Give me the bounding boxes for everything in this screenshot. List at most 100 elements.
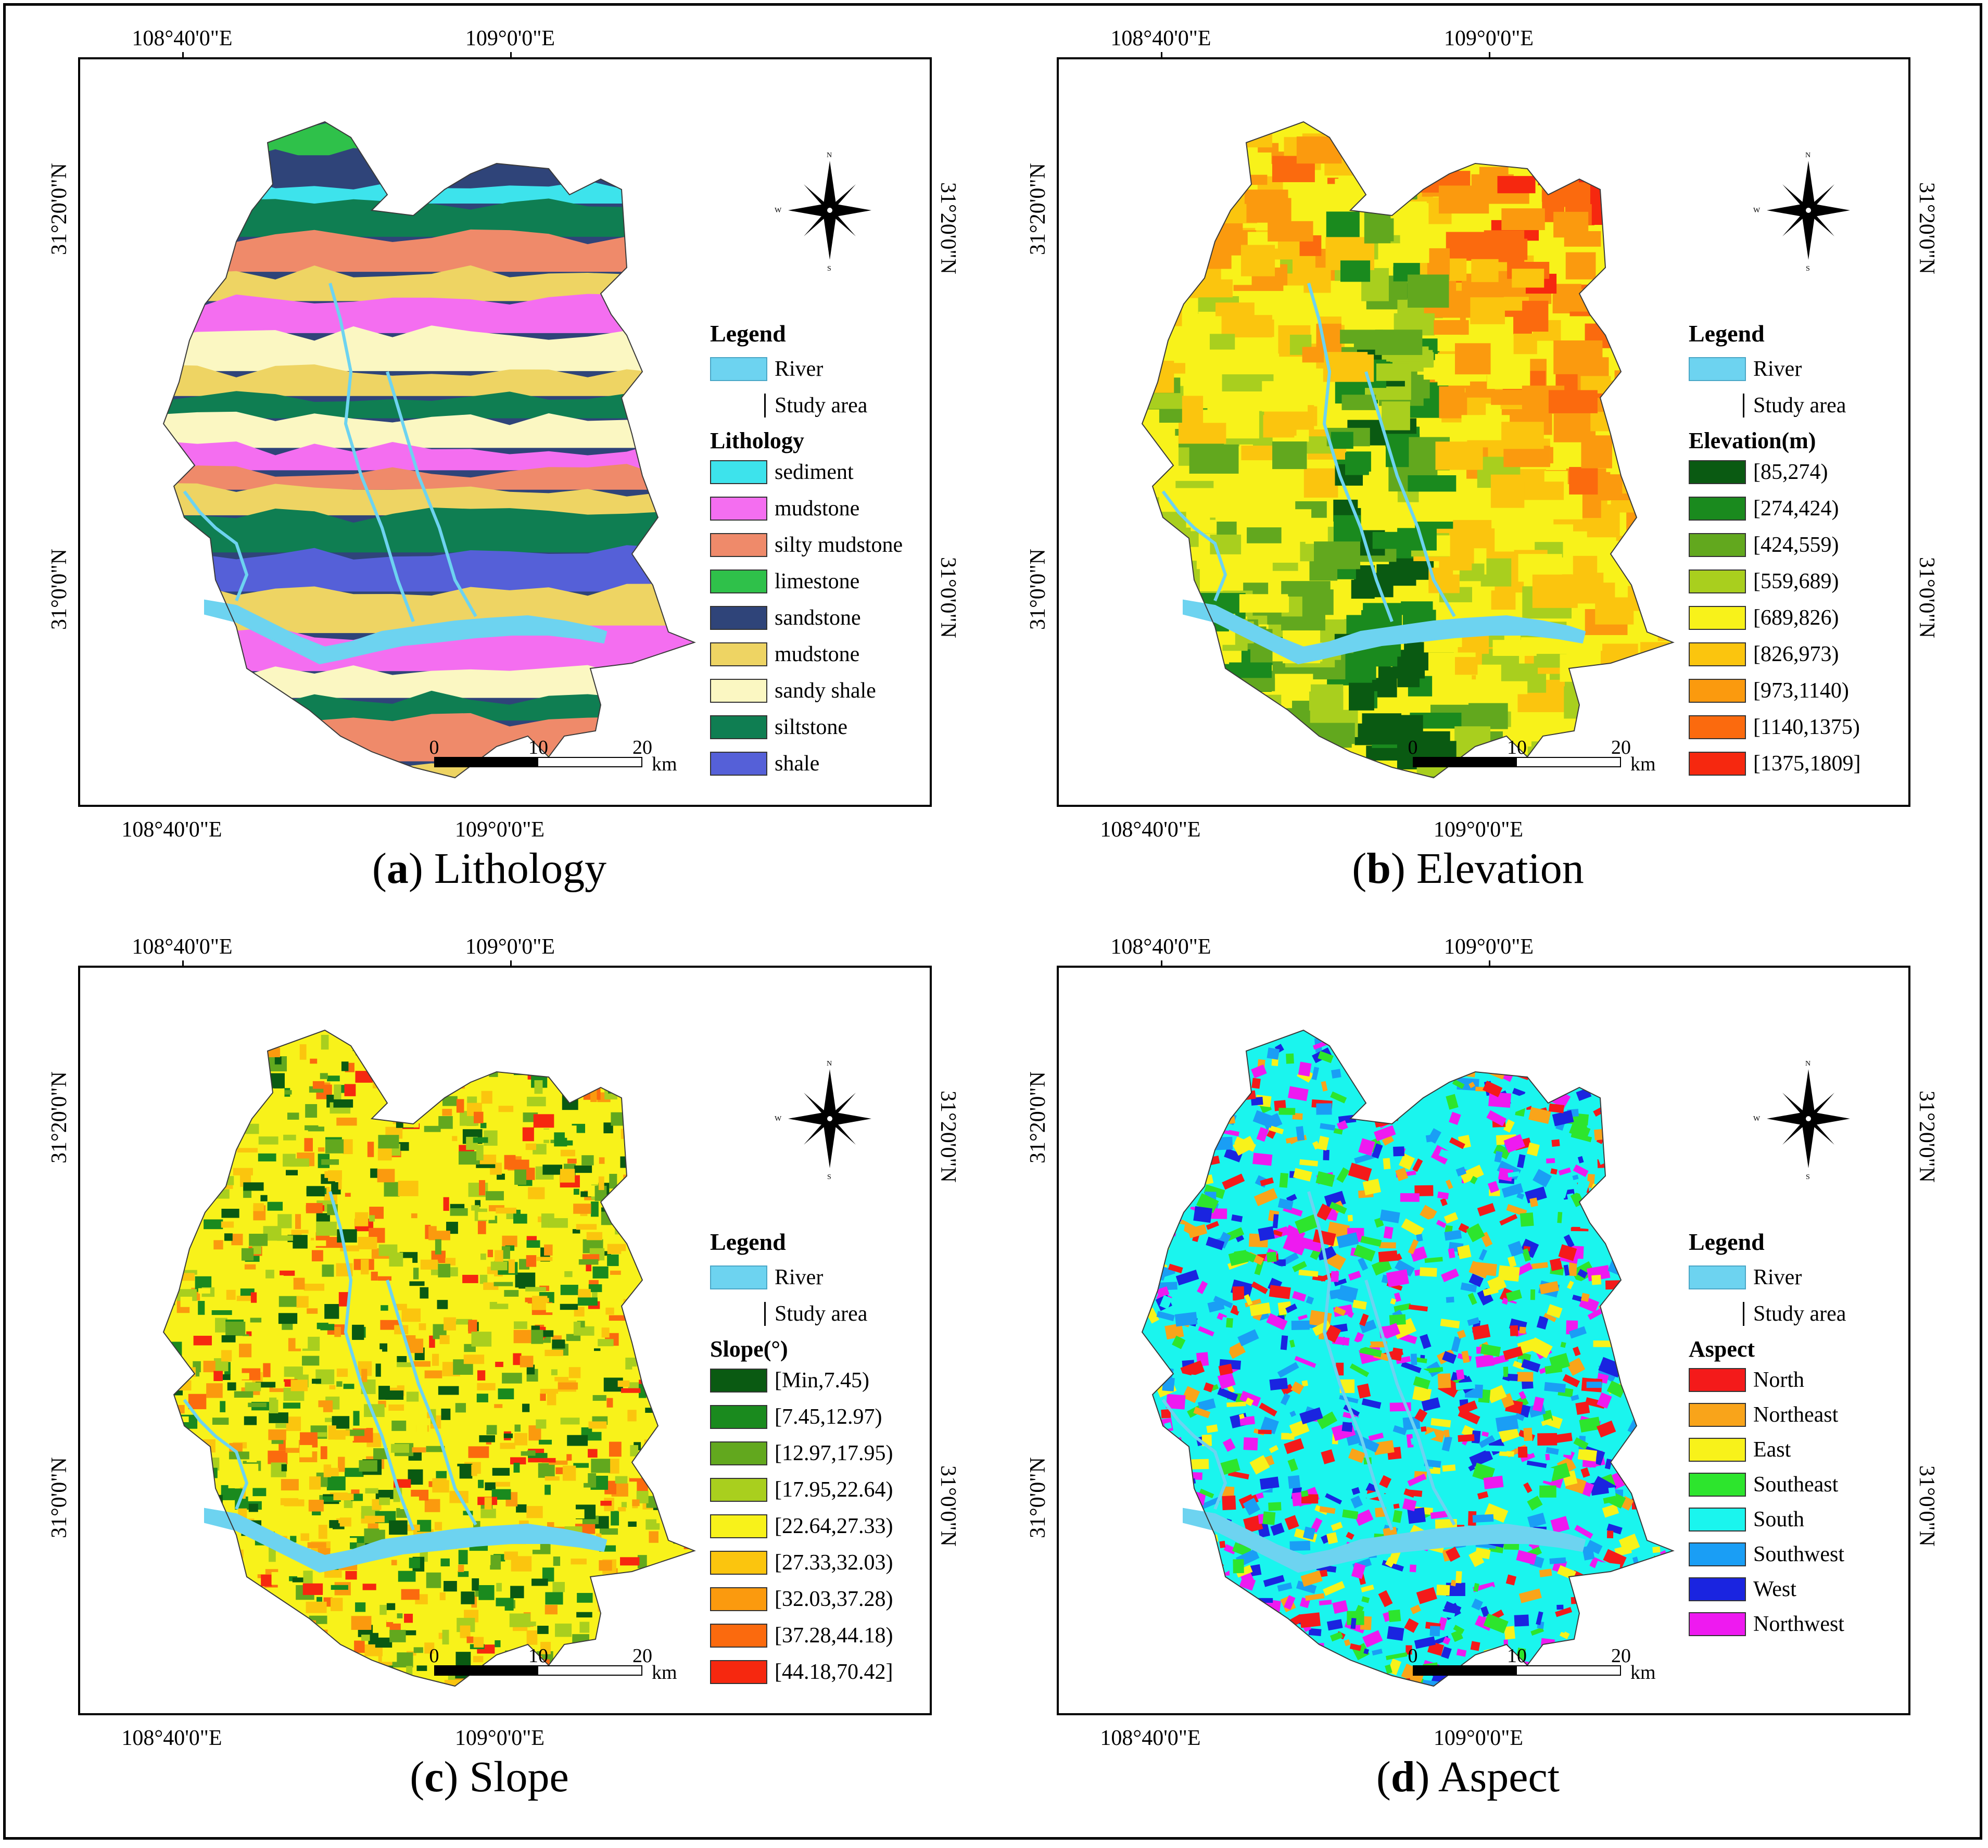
caption-letter: d	[1390, 1753, 1415, 1801]
legend-label: [27.33,32.03)	[775, 1551, 893, 1575]
legend-row-class: sandy shale	[710, 673, 981, 709]
legend-swatch	[710, 1405, 767, 1429]
lon-east-top-label: 109°0'0"E	[465, 935, 555, 959]
lat-north-right-label: 31°20'0"N	[936, 1091, 960, 1183]
scale-bar: 0 10 20 km	[429, 1644, 684, 1686]
lat-north-right-label: 31°20'0"N	[1915, 182, 1939, 274]
lon-east-top-label: 109°0'0"E	[465, 27, 555, 50]
legend-row-class: [27.33,32.03)	[710, 1545, 981, 1581]
legend-label: East	[1753, 1437, 1791, 1462]
study-area-map	[1141, 1029, 1675, 1687]
scale-segment-white	[537, 1665, 642, 1676]
scale-tick-label: 20	[632, 1645, 652, 1667]
legend-swatch	[710, 1478, 767, 1502]
lat-north-left-label: 31°20'0"N	[1026, 1071, 1050, 1163]
legend-row-class: [1140,1375)	[1689, 709, 1959, 745]
caption-name: Slope	[469, 1753, 569, 1801]
river-polygon	[204, 599, 607, 665]
scale-tick-label: 0	[1408, 737, 1418, 758]
legend-heading: Slope(°)	[710, 1336, 788, 1362]
river-tributary	[1161, 1191, 1456, 1531]
legend-row-class: [826,973)	[1689, 636, 1959, 673]
legend-label: [973,1140)	[1753, 679, 1849, 703]
panel-caption: (b) Elevation	[1352, 844, 1584, 893]
legend-row-class: mudstone	[710, 636, 981, 673]
scale-bar: 0 10 20 km	[429, 736, 684, 778]
legend-line-symbol	[710, 1302, 767, 1326]
compass-s-label: S	[1806, 1173, 1810, 1181]
scale-tick-label: 20	[632, 737, 652, 758]
graticule-tick	[1161, 52, 1162, 59]
lon-west-top-label: 108°40'0"E	[1110, 935, 1211, 959]
legend-swatch	[710, 533, 767, 557]
lon-east-bottom-label: 109°0'0"E	[1433, 818, 1524, 842]
legend-row-class: [37.28,44.18)	[710, 1617, 981, 1654]
compass-n-label: N	[1805, 1060, 1810, 1068]
legend-label: shale	[775, 752, 820, 776]
lon-east-bottom-label: 109°0'0"E	[1433, 1726, 1524, 1750]
legend-label: River	[1753, 357, 1802, 381]
study-area-outline	[162, 1029, 696, 1687]
legend-row-class: [559,689)	[1689, 563, 1959, 600]
caption-letter: a	[386, 844, 409, 893]
scale-unit-label: km	[1630, 753, 1656, 775]
legend-label: Study area	[1753, 394, 1846, 417]
legend-label: South	[1753, 1507, 1805, 1531]
legend-swatch	[1689, 1577, 1746, 1601]
legend-label: sandstone	[775, 606, 861, 630]
legend-swatch	[1689, 1542, 1746, 1566]
legend-swatch	[1689, 1472, 1746, 1497]
legend-swatch	[1689, 497, 1746, 521]
legend-label: Southeast	[1753, 1472, 1839, 1497]
legend-swatch	[1689, 569, 1746, 593]
legend-label: limestone	[775, 569, 860, 593]
river-polygon	[204, 1508, 607, 1573]
legend-title: Legend	[710, 1229, 786, 1255]
legend-row-class: [32.03,37.28)	[710, 1581, 981, 1617]
legend-row-river: River	[1689, 351, 1959, 387]
legend-label: Northeast	[1753, 1402, 1839, 1427]
legend-label: [689,826)	[1753, 606, 1839, 630]
legend-label: [826,973)	[1753, 642, 1839, 666]
legend-swatch	[710, 357, 767, 381]
legend-label: [37.28,44.18)	[775, 1624, 893, 1648]
river-tributary	[183, 1191, 477, 1531]
legend-swatch	[710, 1441, 767, 1465]
compass-w-label: W	[775, 207, 782, 214]
map-legend: Legend River Study area Aspect North Northeas…	[1689, 1228, 1959, 1641]
legend-row-class: [17.95,22.64)	[710, 1472, 981, 1508]
panel-caption: (d) Aspect	[1376, 1753, 1560, 1801]
lat-south-left-label: 31°0'0"N	[47, 1457, 71, 1538]
legend-row-study-area: Study area	[1689, 1296, 1959, 1332]
graticule-tick	[510, 52, 512, 59]
scale-segment-white	[1516, 757, 1621, 767]
legend-heading: Aspect	[1689, 1336, 1755, 1362]
legend-row-class: shale	[710, 745, 981, 782]
legend-label: West	[1753, 1577, 1796, 1601]
river-polygon	[1183, 599, 1586, 665]
map-legend: Legend River Study area Slope(°) [Min,7.45) […	[710, 1228, 981, 1690]
lon-west-bottom-label: 108°40'0"E	[1100, 818, 1201, 842]
legend-swatch	[710, 1265, 767, 1289]
north-arrow-icon: N S W	[767, 1056, 882, 1181]
map-legend: Legend River Study area Elevation(m) [85,274…	[1689, 320, 1959, 782]
panel-caption: (c) Slope	[410, 1753, 569, 1801]
legend-label: [Min,7.45)	[775, 1369, 869, 1393]
legend-swatch	[1689, 715, 1746, 739]
scale-unit-label: km	[652, 1662, 677, 1684]
lat-south-left-label: 31°0'0"N	[47, 549, 71, 630]
legend-row-class: [7.45,12.97)	[710, 1399, 981, 1435]
study-area-outline	[162, 121, 696, 779]
scale-segment-black	[1413, 757, 1517, 767]
legend-label: [274,424)	[1753, 497, 1839, 521]
scale-unit-label: km	[1630, 1662, 1656, 1684]
legend-swatch	[1689, 1507, 1746, 1531]
raster-layer	[1142, 122, 1673, 778]
legend-line-symbol	[1689, 1302, 1746, 1326]
lat-north-left-label: 31°20'0"N	[47, 1071, 71, 1163]
lat-north-right-label: 31°20'0"N	[1915, 1091, 1939, 1183]
map-frame: N S W Legend River Study area Slope(°) [Min,7.4…	[78, 966, 932, 1715]
legend-row-study-area: Study area	[710, 387, 981, 424]
study-area-map	[1141, 121, 1675, 779]
legend-label: [559,689)	[1753, 569, 1839, 593]
